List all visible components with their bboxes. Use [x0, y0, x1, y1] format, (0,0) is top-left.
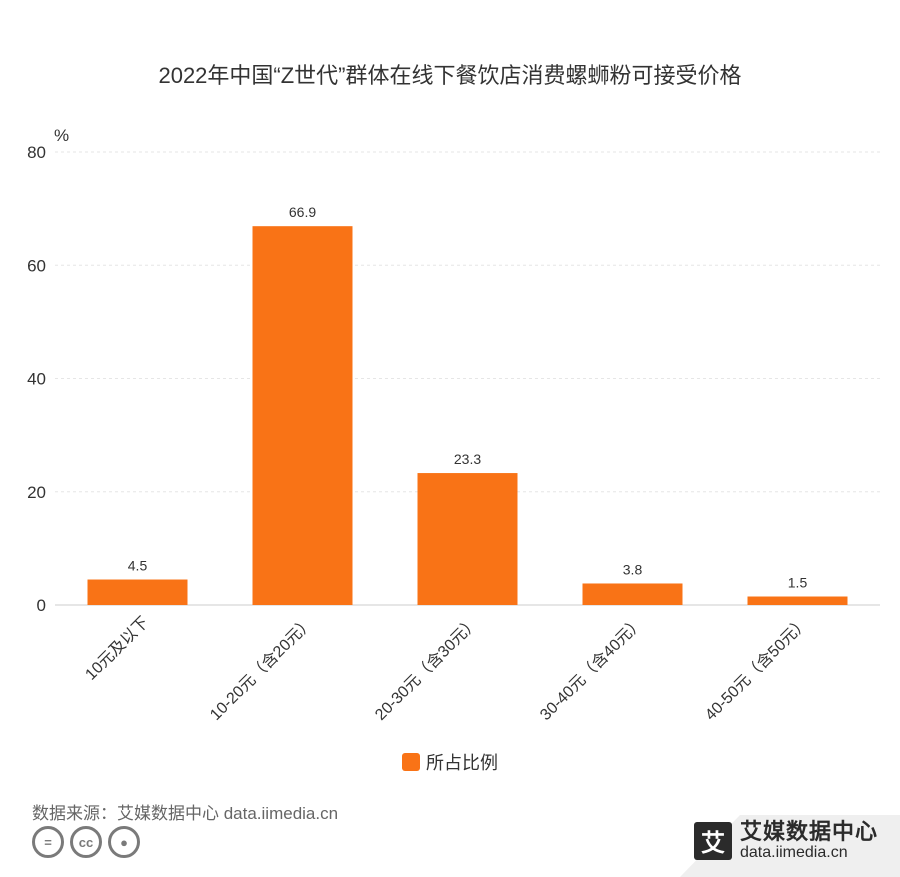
chart-title: 2022年中国“Z世代”群体在线下餐饮店消费螺蛳粉可接受价格: [158, 63, 742, 88]
license-icons: = cc ●: [32, 826, 140, 858]
legend: 所占比例: [0, 749, 900, 775]
x-tick-label: 10-20元（含20元）: [207, 613, 318, 724]
data-label: 4.5: [128, 558, 148, 574]
cc-icon: cc: [70, 826, 102, 858]
brand: 艾 艾媒数据中心 data.iimedia.cn: [693, 819, 878, 862]
y-axis-unit: %: [54, 126, 69, 145]
data-source: 数据来源：艾媒数据中心 data.iimedia.cn: [32, 804, 339, 823]
data-label: 66.9: [289, 204, 316, 220]
y-tick-label: 0: [37, 596, 46, 615]
equals-icon: =: [32, 826, 64, 858]
brand-url: data.iimedia.cn: [739, 844, 848, 862]
bar: [417, 473, 518, 605]
x-tick-label: 40-50元（含50元）: [702, 613, 813, 724]
x-tick-label: 30-40元（含40元）: [537, 613, 648, 724]
footer-decoration: [680, 815, 900, 877]
y-tick-label: 60: [27, 256, 46, 275]
data-label: 1.5: [788, 575, 808, 591]
brand-logo: 艾: [693, 821, 732, 860]
legend-swatch: [402, 753, 420, 771]
bar: [252, 226, 353, 605]
data-label: 23.3: [454, 451, 481, 467]
y-tick-label: 20: [27, 483, 46, 502]
bar: [747, 596, 848, 605]
x-tick-label: 10元及以下: [82, 614, 152, 684]
person-icon: ●: [108, 826, 140, 858]
y-tick-label: 40: [27, 370, 46, 389]
x-tick-label: 20-30元（含30元）: [372, 613, 483, 724]
legend-label: 所占比例: [426, 753, 498, 773]
bar: [87, 579, 188, 605]
y-tick-label: 80: [27, 143, 46, 162]
bar-chart: 0 20 40 60 80% 4.5 10元及以下 66.9 10-20元（含20元） 23.3 2…: [27, 126, 880, 724]
bar: [582, 583, 683, 605]
brand-name: 艾媒数据中心: [739, 819, 878, 844]
data-label: 3.8: [623, 561, 643, 577]
